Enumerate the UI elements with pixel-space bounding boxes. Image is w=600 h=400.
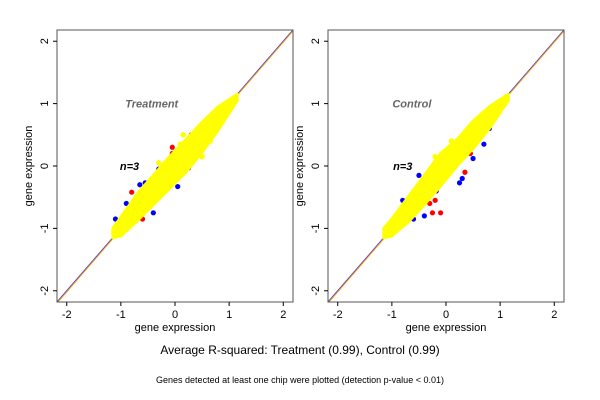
x-tick-label: -1: [387, 309, 397, 321]
x-tick-label: 0: [443, 309, 449, 321]
point-red: [432, 197, 438, 203]
sample-count-label: n=3: [393, 161, 412, 173]
point-red: [437, 210, 444, 216]
x-tick-label: -1: [116, 309, 126, 321]
x-tick-label: -2: [62, 309, 72, 321]
point-yellow: [155, 160, 162, 166]
x-axis-label: gene expression: [406, 322, 487, 334]
figure-caption: Average R-squared: Treatment (0.99), Con…: [160, 343, 440, 357]
y-axis-label: gene expression: [23, 126, 35, 207]
sample-count-label: n=3: [120, 161, 139, 173]
point-red: [462, 169, 468, 175]
point-blue: [481, 141, 487, 147]
y-tick-label: -2: [310, 286, 322, 296]
point-yellow: [188, 135, 195, 141]
point-red: [429, 210, 436, 216]
y-tick-label: 0: [310, 163, 322, 169]
point-blue: [137, 182, 143, 188]
point-red: [169, 144, 175, 150]
yellow-point-cloud-core: [382, 92, 510, 240]
point-yellow: [180, 132, 186, 138]
point-blue: [175, 183, 181, 190]
point-yellow: [207, 138, 213, 144]
point-blue: [416, 172, 422, 178]
point-yellow: [432, 153, 438, 160]
panel-treatment: -2 -1 0 1 2 -2 -1 0 1 2 gene expression gene expres…: [23, 29, 294, 334]
point-yellow: [437, 156, 444, 163]
x-tick-label: 1: [497, 309, 503, 321]
y-tick-label: -2: [39, 286, 51, 296]
point-yellow: [177, 141, 184, 147]
point-yellow: [448, 138, 455, 144]
x-tick-label: -2: [333, 309, 343, 321]
y-tick-label: 1: [310, 101, 322, 107]
x-tick-label: 0: [172, 309, 178, 321]
point-blue: [123, 200, 129, 207]
point-blue: [421, 213, 427, 219]
yellow-point-cloud-core: [111, 92, 239, 240]
x-tick-label: 2: [551, 309, 557, 321]
point-blue: [150, 210, 156, 216]
figure-footnote: Genes detected at least one chip were pl…: [156, 375, 444, 385]
x-axis-label: gene expression: [135, 322, 216, 334]
point-red: [129, 189, 135, 195]
panel-title: Treatment: [125, 99, 179, 111]
point-blue: [459, 175, 465, 182]
panel-control: -2 -1 0 1 2 -2 -1 0 1 2 gene expression gene expres…: [294, 29, 565, 334]
x-tick-label: 1: [226, 309, 232, 321]
y-tick-label: 2: [310, 38, 322, 44]
point-yellow: [199, 153, 205, 160]
point-blue: [470, 155, 476, 162]
y-tick-label: -1: [39, 223, 51, 233]
point-blue: [456, 180, 463, 186]
y-axis-label: gene expression: [294, 126, 306, 207]
x-tick-label: 2: [280, 309, 286, 321]
y-tick-label: 1: [39, 101, 51, 107]
y-tick-label: 0: [39, 163, 51, 169]
y-tick-label: 2: [39, 38, 51, 44]
panel-title: Control: [392, 99, 432, 111]
y-tick-label: -1: [310, 223, 322, 233]
